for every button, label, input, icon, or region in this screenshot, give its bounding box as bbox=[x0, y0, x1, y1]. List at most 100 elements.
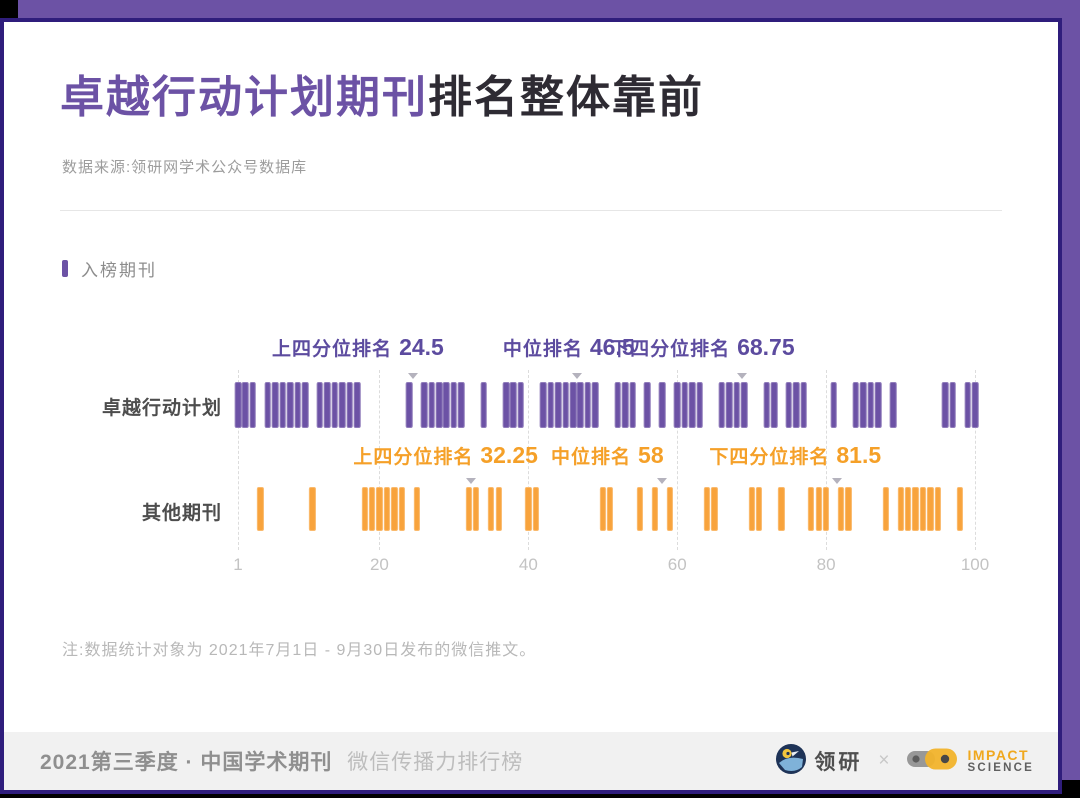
rank-bar bbox=[927, 487, 934, 531]
rank-bar bbox=[443, 382, 450, 428]
impact-science-chain-icon bbox=[905, 745, 959, 778]
rank-bar bbox=[502, 382, 510, 428]
impact-science-logo-text: IMPACT SCIENCE bbox=[967, 746, 1034, 775]
footer-logos: 领研 × IMPACT SCIENCE bbox=[776, 743, 1034, 779]
annotation-arrow-icon bbox=[571, 373, 582, 379]
axis-tick-label: 100 bbox=[960, 555, 990, 574]
rank-bar bbox=[234, 382, 242, 428]
frame-top-band bbox=[18, 0, 1080, 18]
rank-bar bbox=[867, 382, 875, 428]
impact-logo-line1: IMPACT bbox=[967, 746, 1030, 763]
impact-logo-line2: SCIENCE bbox=[967, 762, 1034, 775]
rank-bar bbox=[279, 382, 286, 428]
rank-bar bbox=[666, 487, 673, 531]
axis-tick-label: 1 bbox=[233, 555, 243, 574]
row-label: 其他期刊 bbox=[141, 503, 222, 524]
rank-bar bbox=[577, 382, 584, 428]
rank-bar bbox=[316, 382, 324, 428]
rank-bar bbox=[808, 487, 815, 531]
rank-bar bbox=[525, 487, 532, 531]
rank-bar bbox=[539, 382, 547, 428]
footer-title: 2021第三季度 · 中国学术期刊 微信传播力排行榜 bbox=[40, 746, 523, 776]
rank-bar bbox=[301, 382, 309, 428]
strip-chart: 1 20 40 60 80 100 卓越行动计划 上四分位排名 24.5 中位排名 46.5 下四分位… bbox=[102, 334, 989, 576]
rank-bar bbox=[405, 382, 413, 428]
rank-bar bbox=[696, 382, 703, 428]
rank-bar bbox=[547, 382, 554, 428]
rank-bar bbox=[957, 487, 964, 531]
rank-bar bbox=[845, 487, 852, 531]
rank-bar bbox=[726, 382, 733, 428]
rank-bar bbox=[800, 382, 808, 428]
rank-bar bbox=[599, 487, 606, 531]
data-source-text: 数据来源:领研网学术公众号数据库 bbox=[62, 159, 308, 176]
rank-bar bbox=[659, 382, 666, 428]
rank-bar bbox=[621, 382, 629, 428]
rank-bar bbox=[748, 487, 755, 531]
annotation-label: 下四分位排名 bbox=[610, 339, 731, 360]
rank-bar bbox=[949, 382, 956, 428]
rank-bar bbox=[257, 487, 264, 531]
rank-bar bbox=[830, 382, 837, 428]
annotation-label: 上四分位排名 bbox=[353, 447, 474, 468]
page-title: 卓越行动计划期刊排名整体靠前 bbox=[60, 73, 704, 122]
rank-bar bbox=[488, 487, 495, 531]
rank-bar bbox=[688, 382, 696, 428]
rank-bar bbox=[874, 382, 882, 428]
rank-bar bbox=[815, 487, 822, 531]
rank-bar bbox=[465, 487, 472, 531]
rank-bar bbox=[398, 487, 405, 531]
rank-bar bbox=[703, 487, 711, 531]
rank-bar bbox=[793, 382, 800, 428]
rank-bar bbox=[391, 487, 398, 531]
rank-bar bbox=[271, 382, 279, 428]
annotation-label: 中位排名 bbox=[551, 447, 632, 468]
rank-bar bbox=[941, 382, 949, 428]
annotation-value: 24.5 bbox=[399, 334, 444, 360]
annotation-arrow-icon bbox=[832, 478, 843, 484]
footer-title-bold: 2021第三季度 · 中国学术期刊 bbox=[40, 751, 333, 774]
axis-tick-label: 40 bbox=[518, 555, 538, 574]
annotation-label: 下四分位排名 bbox=[709, 447, 830, 468]
rank-bar bbox=[383, 487, 390, 531]
legend-marker bbox=[62, 260, 68, 277]
annotation-value: 81.5 bbox=[836, 442, 882, 468]
axis-tick-label: 20 bbox=[369, 555, 389, 574]
rank-bar bbox=[480, 382, 487, 428]
rank-bar bbox=[420, 382, 428, 428]
rank-bar bbox=[904, 487, 912, 531]
linkresearcher-bird-icon bbox=[776, 743, 807, 779]
gridline bbox=[238, 370, 239, 550]
gridline bbox=[826, 370, 828, 550]
rank-bar bbox=[711, 487, 718, 531]
footer-title-light: 微信传播力排行榜 bbox=[347, 751, 524, 774]
rank-bar bbox=[435, 382, 443, 428]
rank-bar bbox=[651, 487, 658, 531]
annotation-label: 上四分位排名 bbox=[272, 339, 393, 360]
annotation-value: 68.75 bbox=[737, 334, 795, 360]
rank-bar bbox=[592, 382, 599, 428]
footer-bar: 2021第三季度 · 中国学术期刊 微信传播力排行榜 领研 bbox=[4, 732, 1058, 790]
rank-bar bbox=[569, 382, 577, 428]
rank-bar bbox=[607, 487, 614, 531]
rank-bar bbox=[756, 487, 763, 531]
annotation-label: 中位排名 bbox=[502, 339, 583, 360]
rank-bar bbox=[897, 487, 904, 531]
rank-bar bbox=[495, 487, 502, 531]
rank-bar bbox=[413, 487, 420, 531]
logo-separator: × bbox=[878, 750, 890, 771]
rank-bar bbox=[934, 487, 941, 531]
rank-bar bbox=[361, 487, 368, 531]
linkresearcher-logo: 领研 bbox=[776, 743, 862, 779]
rank-bar bbox=[554, 382, 562, 428]
strip-row bbox=[234, 382, 979, 428]
rank-bar bbox=[644, 382, 651, 428]
legend-label: 入榜期刊 bbox=[81, 261, 157, 280]
rank-bar bbox=[614, 382, 621, 428]
rank-bar bbox=[324, 382, 331, 428]
annotation-arrow-icon bbox=[407, 373, 418, 379]
rank-bar bbox=[681, 382, 688, 428]
rank-bar bbox=[517, 382, 525, 428]
rank-bar bbox=[286, 382, 294, 428]
frame-right-band bbox=[1062, 0, 1080, 780]
